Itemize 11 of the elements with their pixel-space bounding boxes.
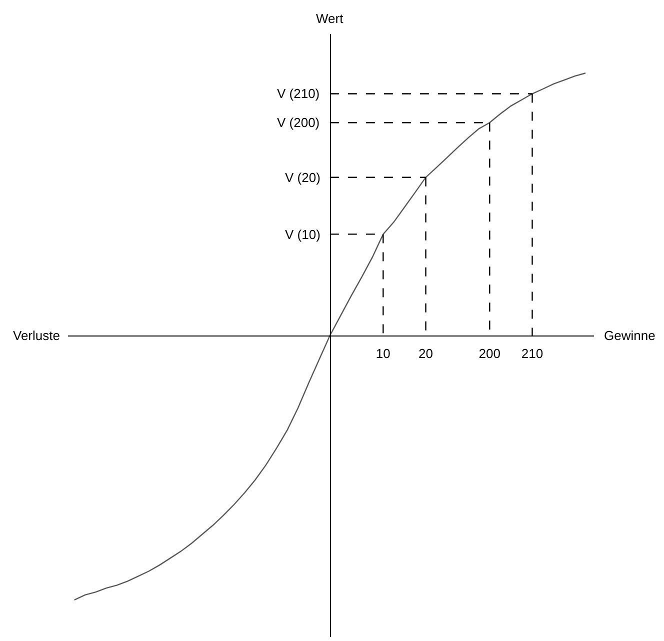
text: Verluste bbox=[13, 328, 60, 343]
annotation: V (10) bbox=[285, 227, 320, 242]
x-tick-label: 210 bbox=[521, 346, 544, 362]
x-axis-title: Gewinne bbox=[604, 328, 656, 343]
x-tick-label: 10 bbox=[376, 346, 390, 362]
annotation: V (20) bbox=[285, 170, 320, 185]
annotation: V (210) bbox=[277, 86, 320, 101]
y-axis-title: Wert bbox=[316, 11, 344, 26]
x-tick-label: 20 bbox=[418, 346, 434, 362]
x-tick-label: 200 bbox=[478, 346, 500, 362]
annotation: V (200) bbox=[277, 115, 320, 130]
